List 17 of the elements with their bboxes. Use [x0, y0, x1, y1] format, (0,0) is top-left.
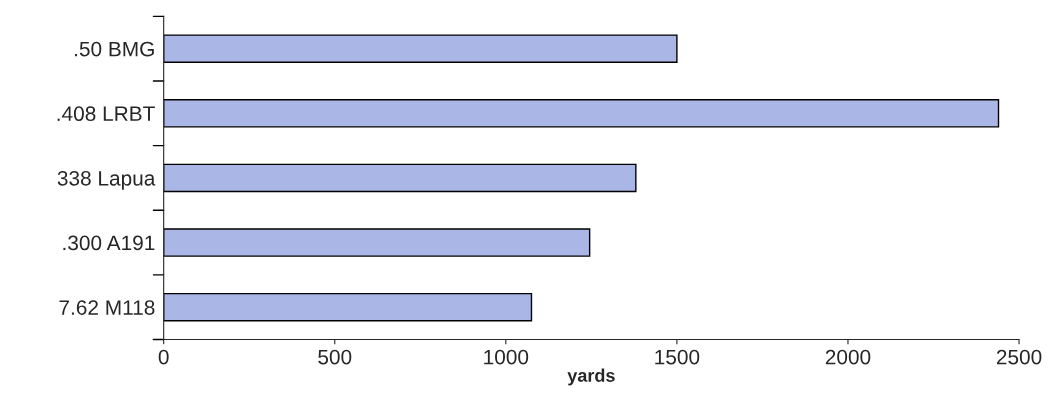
- x-axis-title: yards: [567, 368, 615, 386]
- y-tick-label: .300 A191: [63, 235, 155, 251]
- x-tick-label: 1500: [655, 349, 700, 365]
- x-tick-label: 2000: [825, 349, 871, 365]
- x-tick-label: 1000: [484, 349, 529, 365]
- bar: [163, 99, 1000, 128]
- y-tick-label: 7.62 M118: [59, 300, 155, 315]
- y-tick-label: 338 Lapua: [57, 170, 156, 190]
- bar: [163, 163, 637, 193]
- bar: [163, 228, 591, 257]
- bar: [163, 292, 533, 322]
- x-tick-label: 500: [318, 349, 352, 365]
- y-tick-label: .408 LRBT: [57, 106, 155, 122]
- bar: [163, 34, 678, 63]
- x-tick-label: 0: [158, 349, 169, 365]
- x-tick-label: 2500: [996, 349, 1042, 365]
- y-tick-label: .50 BMG: [75, 41, 154, 57]
